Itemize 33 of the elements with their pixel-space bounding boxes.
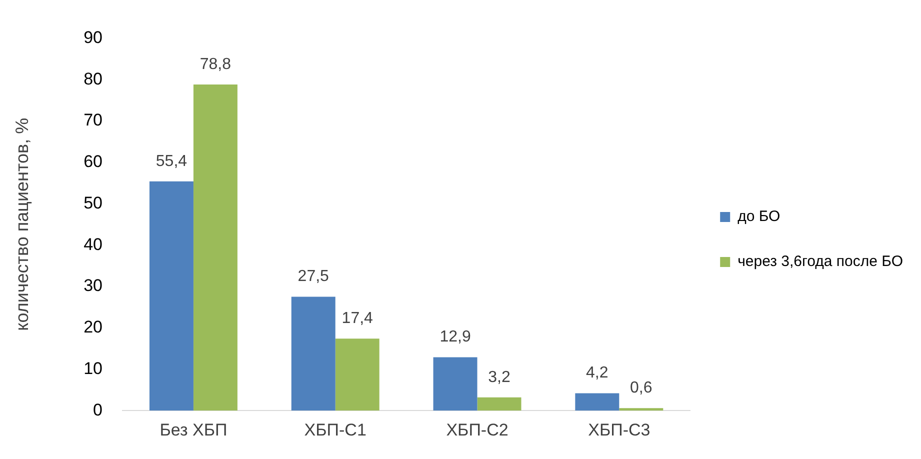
bar xyxy=(477,397,522,411)
y-tick-label: 10 xyxy=(84,358,103,378)
bar xyxy=(291,296,336,411)
x-tick-label: ХБП-С3 xyxy=(588,420,650,440)
data-label: 78,8 xyxy=(200,56,232,73)
data-label: 3,2 xyxy=(488,368,510,386)
y-tick-label: 50 xyxy=(84,193,103,212)
y-tick-label: 40 xyxy=(84,234,103,254)
bar xyxy=(335,338,380,411)
data-label: 27,5 xyxy=(298,268,330,286)
data-label: 17,4 xyxy=(342,310,374,328)
y-tick-label: 70 xyxy=(84,110,103,130)
bar xyxy=(433,357,478,411)
y-tick-label: 60 xyxy=(84,152,103,172)
bar xyxy=(149,181,194,411)
y-tick-label: 0 xyxy=(93,400,103,420)
y-tick-label: 20 xyxy=(84,318,103,337)
data-label: 55,4 xyxy=(156,152,188,170)
bar xyxy=(619,408,664,411)
x-tick-label: ХБП-С1 xyxy=(304,420,366,440)
y-tick-label: 90 xyxy=(84,28,103,47)
legend-label: до БО xyxy=(738,208,780,226)
x-tick-label: Без ХБП xyxy=(160,420,228,440)
bar xyxy=(193,84,238,411)
legend-label: через 3,6года после БО xyxy=(738,253,904,270)
x-tick-label: ХБП-С2 xyxy=(446,420,508,440)
data-label: 12,9 xyxy=(440,328,471,346)
y-tick-label: 30 xyxy=(84,276,103,296)
bar xyxy=(575,393,620,411)
data-label: 0,6 xyxy=(630,380,652,397)
data-label: 4,2 xyxy=(586,364,608,382)
y-axis-title: количество пациентов, % xyxy=(12,118,32,331)
y-tick-label: 80 xyxy=(84,69,103,88)
